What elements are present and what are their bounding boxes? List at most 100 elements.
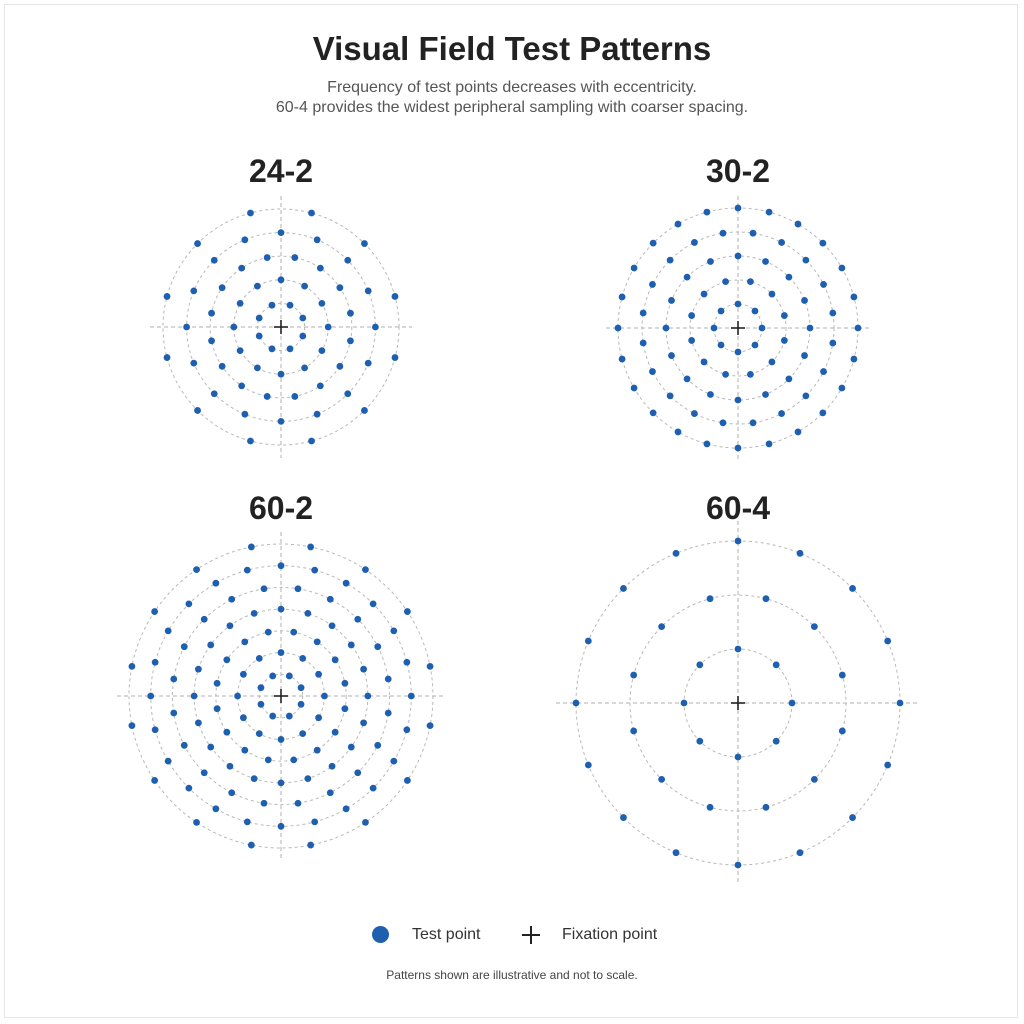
test-point (361, 407, 368, 414)
test-point (234, 692, 241, 700)
test-point (304, 609, 312, 617)
test-point (277, 229, 285, 236)
test-point (785, 375, 793, 383)
test-point (286, 301, 294, 309)
test-point (372, 323, 379, 331)
test-point (820, 368, 827, 375)
test-point (674, 428, 682, 436)
test-point (200, 769, 208, 777)
test-point (277, 562, 285, 570)
test-point (239, 670, 247, 678)
test-point (765, 208, 773, 216)
test-point (364, 359, 372, 367)
eccentricity-ring (689, 279, 787, 377)
test-point (247, 543, 255, 551)
test-point (193, 818, 200, 826)
test-point (164, 627, 172, 635)
test-point (630, 671, 638, 679)
test-point (717, 341, 725, 349)
test-point (294, 799, 302, 807)
test-point (151, 658, 159, 666)
test-point (734, 396, 742, 404)
test-point (344, 256, 352, 264)
pattern-plot-60-4 (556, 521, 920, 885)
test-point (341, 679, 349, 687)
test-point (374, 741, 382, 749)
test-point (734, 252, 742, 260)
test-point (190, 692, 198, 700)
test-point (734, 300, 742, 308)
test-point (307, 841, 315, 849)
legend-test-point-marker (372, 926, 389, 943)
eccentricity-ring (162, 208, 400, 446)
footnote: Patterns shown are illustrative and not … (386, 968, 638, 982)
test-point (277, 822, 285, 830)
test-point (268, 301, 276, 309)
pattern-label-60-4: 60-4 (705, 490, 771, 526)
test-point (313, 236, 321, 244)
test-point (347, 641, 355, 649)
test-point (255, 730, 263, 738)
test-point (838, 384, 846, 392)
test-point (391, 354, 399, 361)
test-point (299, 314, 307, 322)
test-point (238, 382, 246, 390)
test-point (849, 814, 856, 821)
test-point (277, 649, 285, 656)
test-point (649, 239, 657, 247)
test-point (658, 775, 666, 783)
test-point (213, 679, 221, 687)
test-point (672, 849, 680, 857)
test-point (264, 628, 272, 636)
test-point (850, 293, 858, 301)
test-point (691, 239, 698, 246)
test-point (662, 324, 670, 332)
test-point (668, 352, 675, 359)
test-point (707, 258, 714, 265)
test-point (354, 615, 362, 623)
test-point (163, 293, 171, 300)
test-point (688, 312, 696, 319)
test-point (301, 282, 308, 290)
test-point (236, 300, 244, 307)
test-point (241, 410, 249, 418)
test-point (384, 675, 392, 683)
test-point (703, 440, 711, 448)
test-point (223, 728, 231, 736)
test-point (762, 258, 769, 265)
test-point (269, 672, 277, 680)
test-point (838, 264, 846, 272)
test-point (250, 609, 258, 617)
test-point (696, 737, 704, 745)
test-point (183, 323, 190, 331)
test-point (362, 818, 369, 826)
legend: Test point Fixation point (0, 920, 1024, 950)
figure-frame (4, 4, 1018, 1018)
test-point (734, 861, 742, 869)
test-point (820, 281, 827, 288)
test-point (285, 712, 293, 720)
test-point (307, 543, 315, 551)
test-point (630, 727, 638, 735)
test-point (336, 284, 344, 292)
test-point (896, 699, 904, 707)
test-point (426, 662, 434, 670)
legend-fixation-cross-icon (521, 925, 541, 945)
test-point (719, 229, 727, 237)
test-point (620, 585, 627, 592)
test-point (230, 323, 238, 331)
test-point (190, 359, 198, 367)
test-point (700, 290, 708, 298)
test-point (170, 709, 178, 717)
test-point (762, 595, 770, 603)
pattern-label-24-2: 24-2 (248, 153, 314, 189)
test-point (719, 419, 727, 427)
test-point (734, 537, 742, 545)
test-point (218, 362, 226, 370)
test-point (778, 410, 785, 417)
test-point (722, 370, 729, 378)
test-point (584, 761, 592, 769)
test-point (819, 409, 827, 417)
test-point (768, 290, 776, 298)
test-point (639, 309, 647, 317)
